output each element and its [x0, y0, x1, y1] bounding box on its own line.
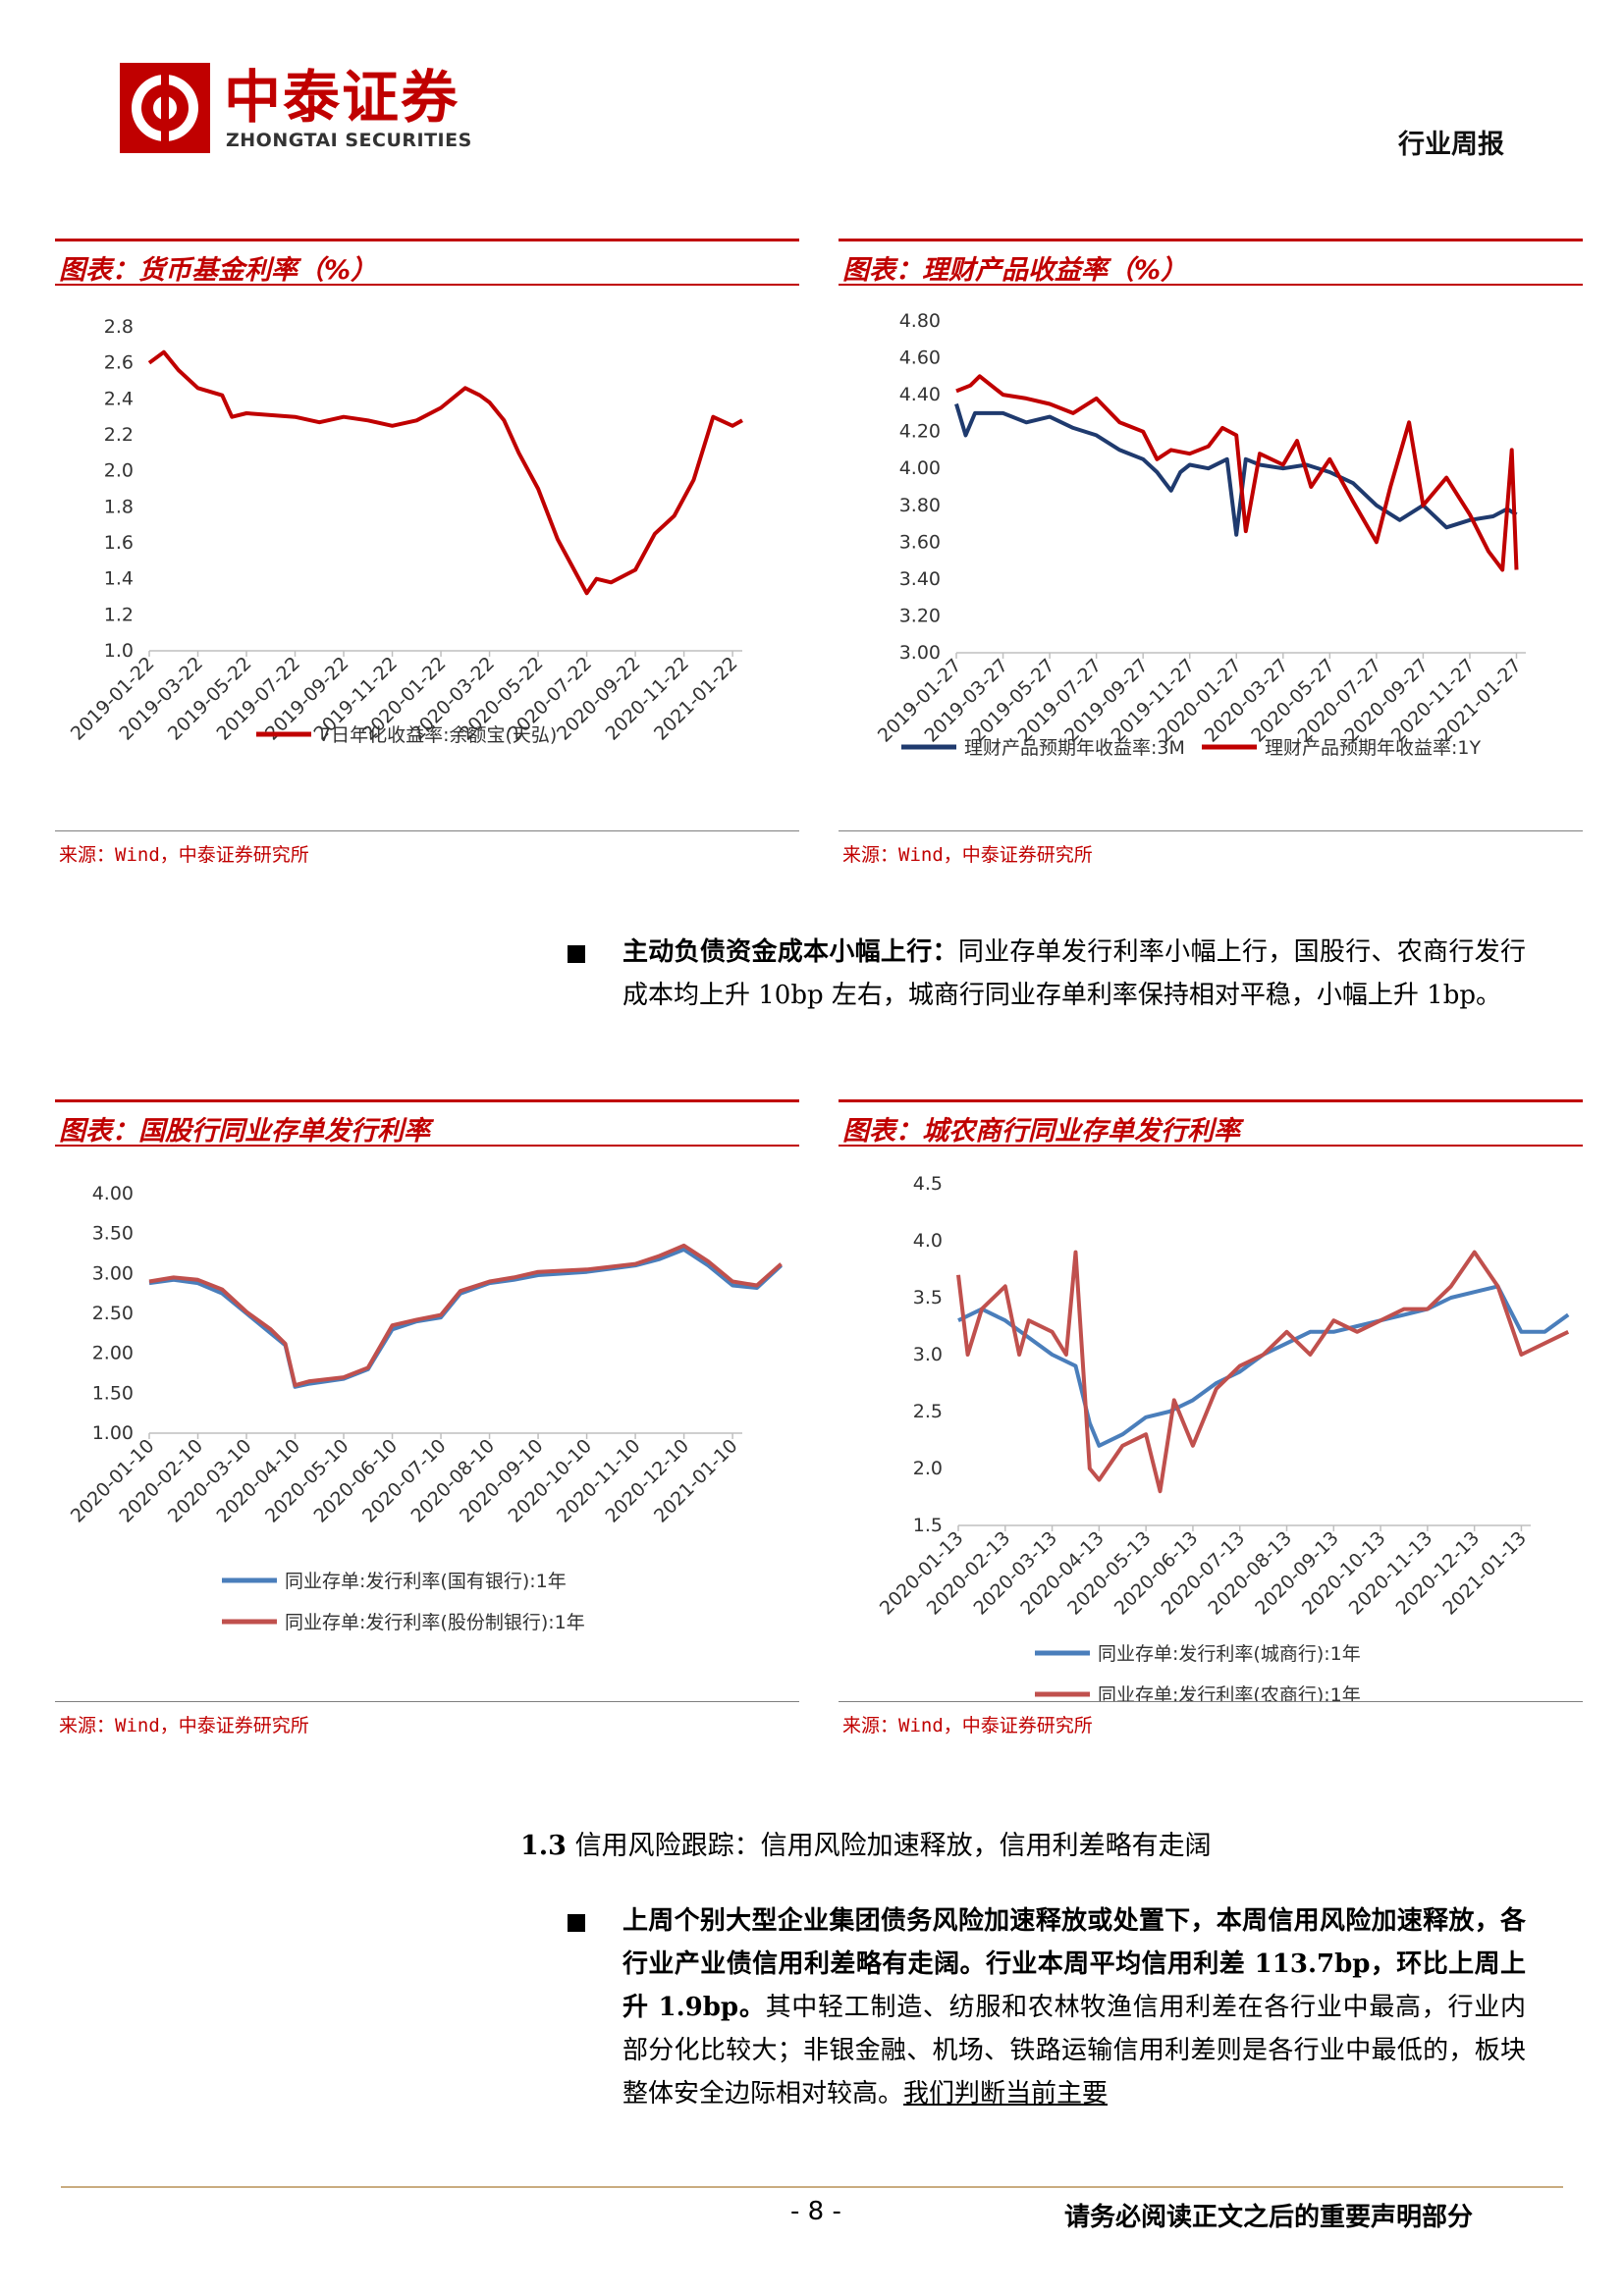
y-tick-label: 2.8: [104, 316, 134, 338]
series-line: [956, 1250, 1570, 1494]
chart-title: 图表：货币基金利率（%）: [59, 255, 378, 286]
chart-money-fund-rate: 1.01.21.41.61.82.02.22.42.62.82019-01-22…: [67, 316, 743, 746]
footer-disclaimer: 请务必阅读正文之后的重要声明部分: [1064, 2203, 1474, 2232]
y-tick-label: 3.60: [899, 531, 941, 553]
series-line: [955, 374, 1519, 572]
y-tick-label: 2.0: [913, 1458, 943, 1479]
y-tick-label: 2.6: [104, 352, 134, 374]
series-line: [148, 1247, 783, 1389]
chart-panel-city-rural-cd: 图表：城农商行同业存单发行利率 1.5 2.0 2.5 3.0 3.5 4.0 4.5 202…: [839, 1099, 1583, 1737]
paragraph-text: 其中轻工制造、纺服和农林牧渔信用利差在各行业中最高，行业内部分化比较大；非银金融…: [623, 1993, 1526, 2109]
paragraph-underlined-text: 我们判断当前主要: [903, 2079, 1109, 2109]
paragraph-text: 同业存单发行利率小幅上行，国股行、农商行发行成本均上升 10bp 左右，城商行同…: [623, 937, 1526, 1010]
section-number: 1.3: [520, 1831, 567, 1861]
y-tick-label: 1.0: [104, 640, 134, 662]
chart-title: 图表：理财产品收益率（%）: [842, 255, 1188, 286]
section-heading: 1.3 信用风险跟踪：信用风险加速释放，信用利差略有走阔: [520, 1824, 1212, 1862]
paragraph-bold-text: 上周个别大型企业集团债务风险加速释放或处置下，本周信用风险加速释放，各行业产业债…: [623, 1906, 1526, 2022]
y-tick-label: 3.20: [899, 605, 941, 626]
series-line: [957, 1284, 1570, 1448]
chart-title: 图表：国股行同业存单发行利率: [59, 1116, 430, 1147]
brand-name-cn: 中泰证券: [224, 64, 460, 131]
legend-label: 理财产品预期年收益率:1Y: [1265, 737, 1481, 759]
y-tick-label: 4.5: [913, 1173, 943, 1195]
chart-wealth-product-yield: 3.00 3.20 3.40 3.60 3.80 4.00 4.20 4.40 4.60 4.80…: [874, 310, 1526, 759]
company-logo-icon: [120, 63, 210, 153]
chart-source: 来源：Wind，中泰证券研究所: [842, 1715, 1093, 1736]
page-number: - 8 -: [790, 2197, 841, 2226]
legend-label: 同业存单:发行利率(国有银行):1年: [285, 1571, 567, 1592]
y-tick-label: 3.5: [913, 1287, 943, 1308]
y-tick-label: 3.0: [913, 1344, 943, 1365]
report-type-label: 行业周报: [1398, 130, 1504, 160]
y-tick-label: 3.40: [899, 568, 941, 590]
bullet-square-icon: [568, 1914, 585, 1932]
legend-label: 同业存单:发行利率(城商行):1年: [1098, 1643, 1361, 1665]
y-tick-label: 2.50: [92, 1303, 134, 1324]
y-tick-label: 4.60: [899, 347, 941, 369]
series-line: [954, 402, 1518, 537]
chart-big-bank-cd-rate: 1.001.502.002.503.003.504.002020-01-1020…: [67, 1183, 783, 1633]
paragraph-credit-risk: 上周个别大型企业集团债务风险加速释放或处置下，本周信用风险加速释放，各行业产业债…: [623, 1899, 1526, 2115]
y-tick-label: 3.80: [899, 495, 941, 516]
y-tick-label: 4.20: [899, 421, 941, 443]
y-tick-label: 2.0: [104, 460, 134, 482]
chart-city-rural-cd-rate: 1.52.02.53.03.54.04.52020-01-132020-02-1…: [876, 1173, 1570, 1701]
y-tick-label: 4.00: [92, 1183, 134, 1204]
y-tick-label: 2.5: [913, 1401, 943, 1422]
brand-name-en: ZHONGTAI SECURITIES: [226, 130, 472, 151]
y-tick-label: 3.50: [92, 1223, 134, 1245]
legend-label: 同业存单:发行利率(股份制银行):1年: [285, 1612, 585, 1633]
y-tick-label: 1.4: [104, 568, 134, 590]
series-line: [147, 349, 743, 596]
chart-source: 来源：Wind，中泰证券研究所: [59, 844, 309, 866]
chart-panel-money-fund: 图表：货币基金利率（%） 1.0 1.2 1.4 1.6 1.8 2.0 2.2 2.4 2.6…: [55, 239, 799, 867]
chart-panel-wealth-product: 图表：理财产品收益率（%） 3.00 3.20 3.40 3.60 3.80 4.00 4.…: [839, 239, 1583, 867]
y-tick-label: 4.0: [913, 1230, 943, 1252]
y-tick-label: 3.00: [92, 1262, 134, 1284]
paragraph-funding-cost: 主动负债资金成本小幅上行：同业存单发行利率小幅上行，国股行、农商行发行成本均上升…: [623, 931, 1526, 1017]
paragraph-lead: 主动负债资金成本小幅上行：: [623, 937, 958, 967]
y-tick-label: 2.00: [92, 1343, 134, 1364]
chart-source: 来源：Wind，中泰证券研究所: [59, 1715, 309, 1736]
y-tick-label: 1.2: [104, 604, 134, 625]
chart-title: 图表：城农商行同业存单发行利率: [842, 1116, 1240, 1147]
y-tick-label: 1.5: [913, 1515, 943, 1536]
series-line: [148, 1243, 783, 1388]
y-tick-label: 1.00: [92, 1422, 134, 1444]
y-tick-label: 4.80: [899, 310, 941, 332]
y-tick-label: 1.8: [104, 496, 134, 517]
legend-label: 7日年化收益率:余额宝(天弘): [319, 724, 557, 746]
y-tick-label: 2.2: [104, 424, 134, 446]
y-tick-label: 1.50: [92, 1382, 134, 1404]
y-tick-label: 4.00: [899, 457, 941, 479]
y-tick-label: 1.6: [104, 532, 134, 554]
legend-label: 理财产品预期年收益率:3M: [964, 737, 1185, 759]
y-tick-label: 2.4: [104, 388, 134, 409]
y-tick-label: 3.00: [899, 642, 941, 664]
chart-panel-big-bank-cd: 图表：国股行同业存单发行利率 1.00 1.50 2.00 2.50 3.00 3.50 4…: [55, 1099, 799, 1737]
bullet-square-icon: [568, 945, 585, 963]
y-tick-label: 4.40: [899, 384, 941, 405]
chart-source: 来源：Wind，中泰证券研究所: [842, 844, 1093, 866]
legend-label: 同业存单:发行利率(农商行):1年: [1098, 1684, 1361, 1701]
section-title: 信用风险跟踪：信用风险加速释放，信用利差略有走阔: [574, 1831, 1212, 1861]
footer-divider: [61, 2186, 1563, 2188]
